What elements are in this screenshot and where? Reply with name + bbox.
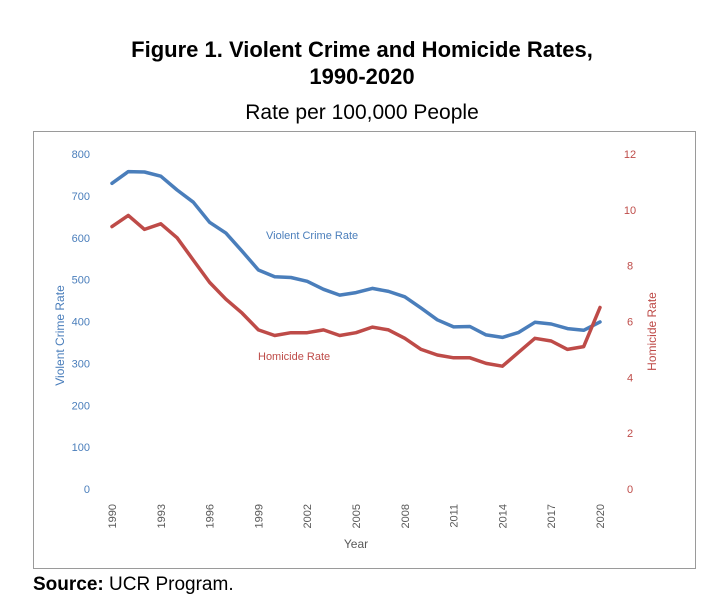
right-axis-tick-label: 12	[624, 149, 636, 161]
x-axis-tick-label: 1999	[253, 504, 265, 528]
chart-frame: 0 100 200 300 400 500 600 700 800 0 2 4 6 8 10 12 1990 19…	[33, 131, 696, 569]
x-axis-tick-label: 1996	[205, 504, 217, 528]
figure-title: Figure 1. Violent Crime and Homicide Rat…	[131, 37, 593, 62]
x-axis-tick-label: 2011	[449, 504, 461, 528]
homicide-series-label: Homicide Rate	[258, 351, 330, 363]
x-axis-tick-label: 2020	[595, 504, 607, 528]
left-axis-tick-label: 800	[72, 149, 90, 161]
right-axis-tick-label: 0	[627, 484, 633, 496]
left-axis-tick-label: 200	[72, 400, 90, 412]
violent-crime-series-label: Violent Crime Rate	[266, 230, 358, 242]
left-axis-tick-label: 300	[72, 358, 90, 370]
x-axis-tick-label: 2008	[400, 504, 412, 528]
x-axis-tick-label: 2005	[351, 504, 363, 528]
right-axis-tick-label: 4	[627, 372, 633, 384]
figure-subtitle: Rate per 100,000 People	[245, 101, 479, 124]
right-axis-title: Homicide Rate	[645, 292, 659, 371]
dual-axis-line-chart: 0 100 200 300 400 500 600 700 800 0 2 4 6 8 10 12 1990 19…	[53, 149, 659, 551]
x-axis-tick-label: 2014	[497, 504, 509, 528]
x-axis-tick-label: 2017	[546, 504, 558, 528]
source-label: Source:	[33, 574, 104, 595]
right-axis-tick-label: 8	[627, 261, 633, 273]
right-axis-tick-label: 10	[624, 205, 636, 217]
left-axis-tick-label: 100	[72, 442, 90, 454]
x-axis-tick-label: 1993	[156, 504, 168, 528]
left-axis-tick-label: 700	[72, 191, 90, 203]
x-axis-tick-label: 2002	[302, 504, 314, 528]
left-axis-tick-label: 500	[72, 275, 90, 287]
left-axis-title: Violent Crime Rate	[53, 285, 67, 386]
homicide-line	[110, 213, 602, 368]
right-axis-tick-label: 6	[627, 317, 633, 329]
x-axis-title: Year	[344, 537, 368, 551]
x-axis-tick-label: 1990	[107, 504, 119, 528]
right-axis-tick-label: 2	[627, 428, 633, 440]
left-axis-tick-label: 0	[84, 484, 90, 496]
figure-title-years: 1990-2020	[309, 64, 415, 89]
source-note: Source: UCR Program.	[33, 573, 234, 597]
violent-crime-line	[110, 169, 602, 340]
left-axis-tick-label: 600	[72, 233, 90, 245]
left-axis-tick-label: 400	[72, 317, 90, 329]
source-text: UCR Program.	[109, 574, 234, 595]
